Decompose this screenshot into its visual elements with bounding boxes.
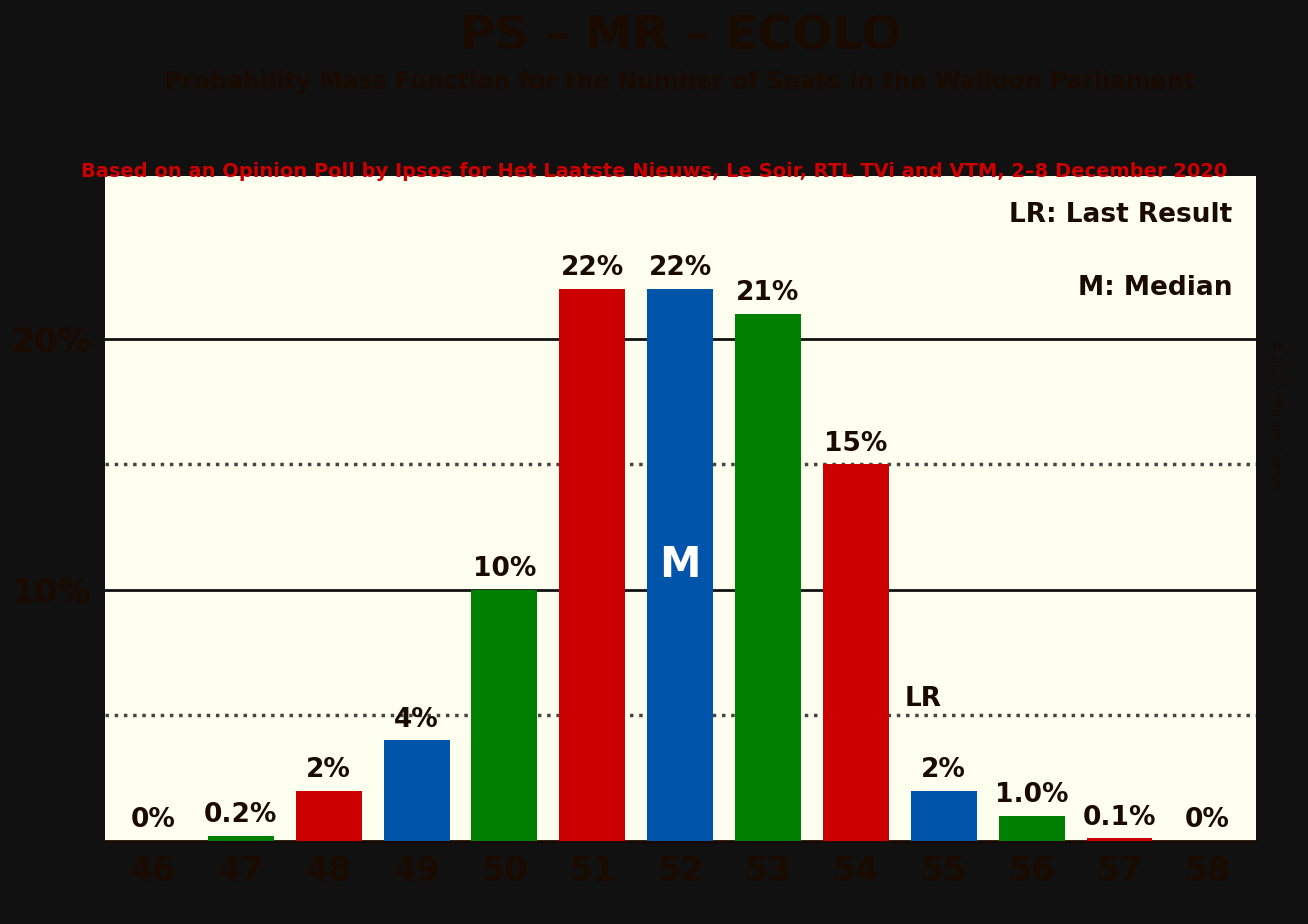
Text: PS – MR – ECOLO: PS – MR – ECOLO (459, 14, 901, 59)
Bar (1087, 838, 1152, 841)
Text: 2%: 2% (921, 757, 967, 784)
Text: 0.2%: 0.2% (204, 802, 277, 828)
Text: 4%: 4% (394, 707, 439, 733)
Text: M: M (659, 543, 701, 586)
Bar (208, 836, 273, 841)
Text: 22%: 22% (561, 255, 624, 281)
Text: M: Median: M: Median (1078, 275, 1232, 301)
Bar (823, 464, 889, 841)
Bar (383, 740, 450, 841)
Text: Based on an Opinion Poll by Ipsos for Het Laatste Nieuws, Le Soir, RTL TVi and V: Based on an Opinion Poll by Ipsos for He… (81, 162, 1227, 181)
Bar (296, 791, 361, 841)
Text: 10%: 10% (472, 556, 536, 582)
Text: 1.0%: 1.0% (995, 783, 1069, 808)
Text: 0%: 0% (1185, 808, 1230, 833)
Text: © 2020 Filip van Laenen: © 2020 Filip van Laenen (1269, 339, 1282, 492)
Text: 0%: 0% (131, 808, 175, 833)
Text: 21%: 21% (736, 280, 799, 306)
Bar (735, 313, 800, 841)
Bar (471, 590, 538, 841)
Bar (647, 288, 713, 841)
Bar (999, 816, 1065, 841)
Text: Probability Mass Function for the Number of Seats in the Walloon Parliament: Probability Mass Function for the Number… (165, 70, 1196, 94)
Text: 0.1%: 0.1% (1083, 805, 1156, 831)
Text: LR: LR (904, 686, 942, 711)
Bar (910, 791, 977, 841)
Text: 15%: 15% (824, 431, 888, 456)
Text: 22%: 22% (649, 255, 712, 281)
Bar (560, 288, 625, 841)
Text: 2%: 2% (306, 757, 351, 784)
Text: LR: Last Result: LR: Last Result (1010, 202, 1232, 228)
